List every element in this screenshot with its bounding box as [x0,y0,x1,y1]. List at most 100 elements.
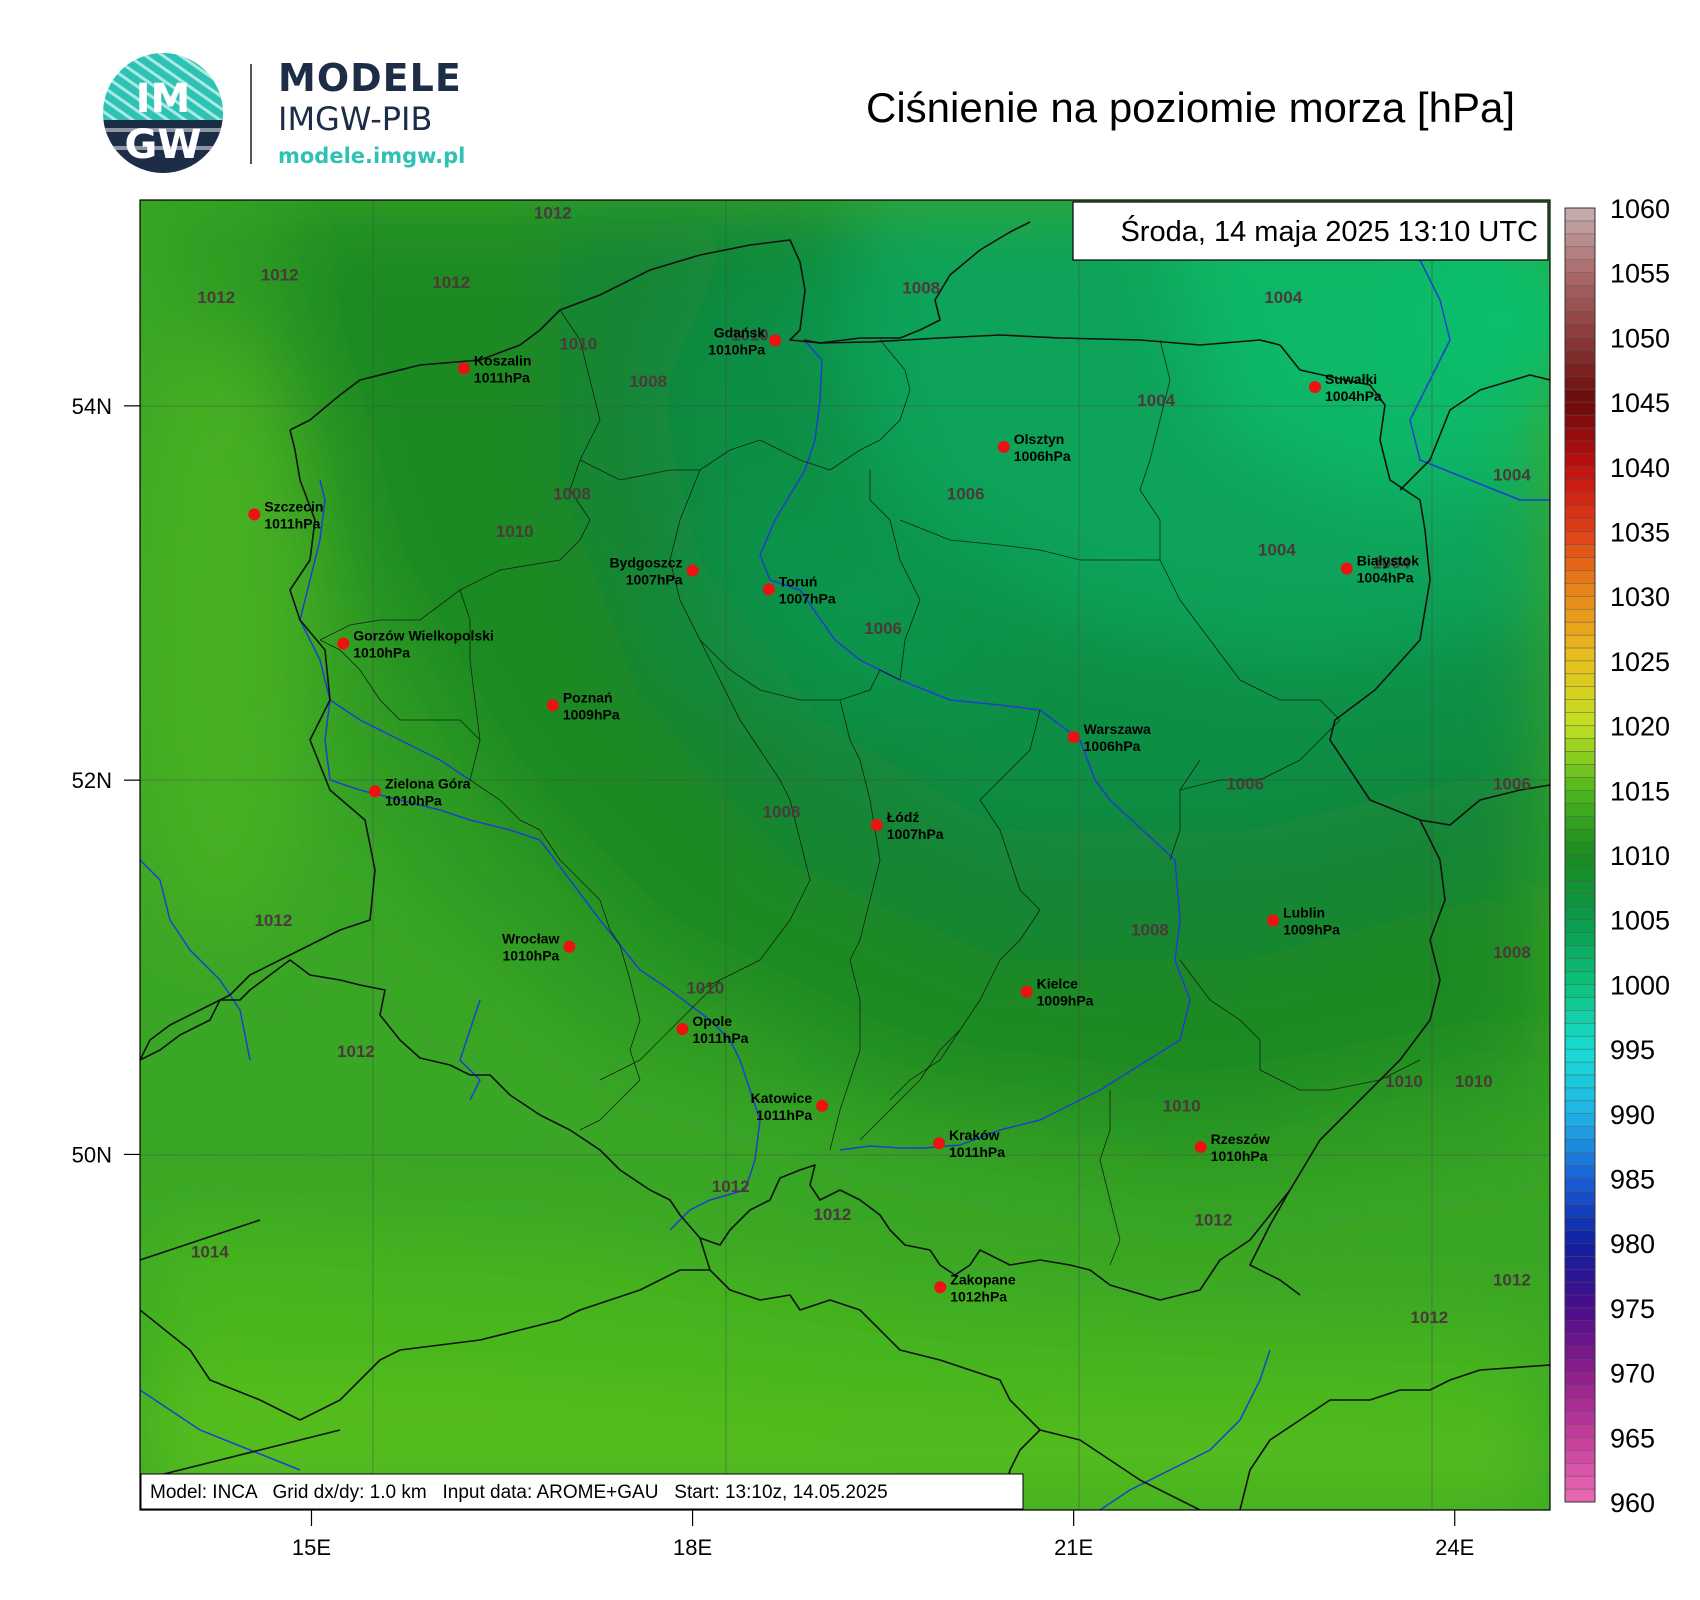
contour-label: 1014 [191,1242,229,1261]
colorbar-step [1564,1242,1596,1257]
colorbar-label: 1045 [1610,388,1670,418]
contour-label: 1006 [947,484,985,503]
colorbar-step [1564,337,1596,351]
badge-top-text: IM [136,76,191,122]
badge-bottom-text: GW [125,122,202,168]
colorbar-step [1564,841,1596,856]
axis-ticks [124,405,1456,1526]
colorbar-label: 965 [1610,1423,1655,1453]
city-pressure: 1009hPa [1037,993,1094,1009]
colorbar-step [1564,557,1596,571]
city-dot-icon [933,1137,945,1150]
city-dot-icon [248,508,261,521]
colorbar-label: 1035 [1610,518,1670,548]
city-pressure: 1010hPa [1211,1148,1268,1164]
colorbar-step [1564,867,1596,882]
colorbar-label: 1005 [1610,906,1670,936]
y-tick-label: 50N [72,1142,112,1167]
colorbar-step [1564,272,1596,286]
city-dot-icon [816,1099,829,1112]
colorbar-label: 1025 [1610,647,1670,677]
datetime-label: Środa, 14 maja 2025 13:10 UTC [1120,214,1538,248]
city-dot-icon [676,1023,689,1036]
colorbar-step [1564,1010,1596,1024]
city-name: Toruń [779,573,818,589]
city-dot-icon [1340,562,1353,575]
colorbar-step [1564,764,1596,778]
colorbar-step [1564,1023,1596,1037]
contour-label: 1010 [496,522,534,541]
colorbar-step [1564,997,1596,1011]
contour-label: 1012 [813,1205,851,1224]
colorbar-step [1564,1100,1596,1114]
colorbar-label: 980 [1610,1229,1655,1259]
contour-label: 1010 [1455,1072,1493,1091]
city-dot-icon [563,940,576,953]
colorbar-step [1564,350,1596,364]
contour-label: 1004 [1493,466,1531,485]
colorbar-step [1564,1035,1596,1050]
x-tick-label: 24E [1435,1535,1474,1560]
logo-divider [250,64,252,164]
colorbar-step [1564,738,1596,752]
city-dot-icon [870,819,883,832]
city-name: Wrocław [502,931,559,947]
pressure-field [140,200,1550,1510]
city-pressure: 1006hPa [1014,448,1071,464]
colorbar-step [1564,854,1596,869]
colorbar-step [1564,803,1596,817]
city-name: Zielona Góra [385,775,471,791]
graticule [140,200,1550,1510]
colorbar-step [1564,298,1596,312]
city-name: Białystok [1357,553,1419,569]
city-pressure: 1010hPa [385,792,442,808]
colorbar-step [1564,401,1596,416]
colorbar-step [1564,686,1596,700]
imgw-badge-icon: IM GW [103,53,223,173]
city-dot-icon [1020,985,1033,998]
colorbar-step [1564,427,1596,442]
colorbar-step [1564,777,1596,791]
city-dot-icon [686,564,699,577]
logo-url: modele.imgw.pl [278,144,466,168]
city-name: Bydgoszcz [609,555,682,571]
colorbar-step [1564,596,1596,610]
colorbar-step [1564,1424,1596,1438]
map-frame [139,199,1551,1511]
city-dot-icon [997,441,1010,454]
city-pressure: 1007hPa [887,826,944,842]
colorbar-step [1564,1230,1596,1244]
colorbar-label: 1020 [1610,712,1670,742]
city-pressure: 1011hPa [474,369,530,385]
colorbar-step [1564,518,1596,532]
colorbar-label: 995 [1610,1035,1655,1065]
city-dot-icon [546,699,559,712]
colorbar-step [1564,1346,1596,1360]
city-dot-icon [1309,381,1321,394]
contour-label: 1012 [1194,1211,1232,1230]
colorbar-step [1564,660,1596,675]
contour-label: 1010 [731,325,769,344]
colorbar-label: 975 [1610,1294,1655,1324]
